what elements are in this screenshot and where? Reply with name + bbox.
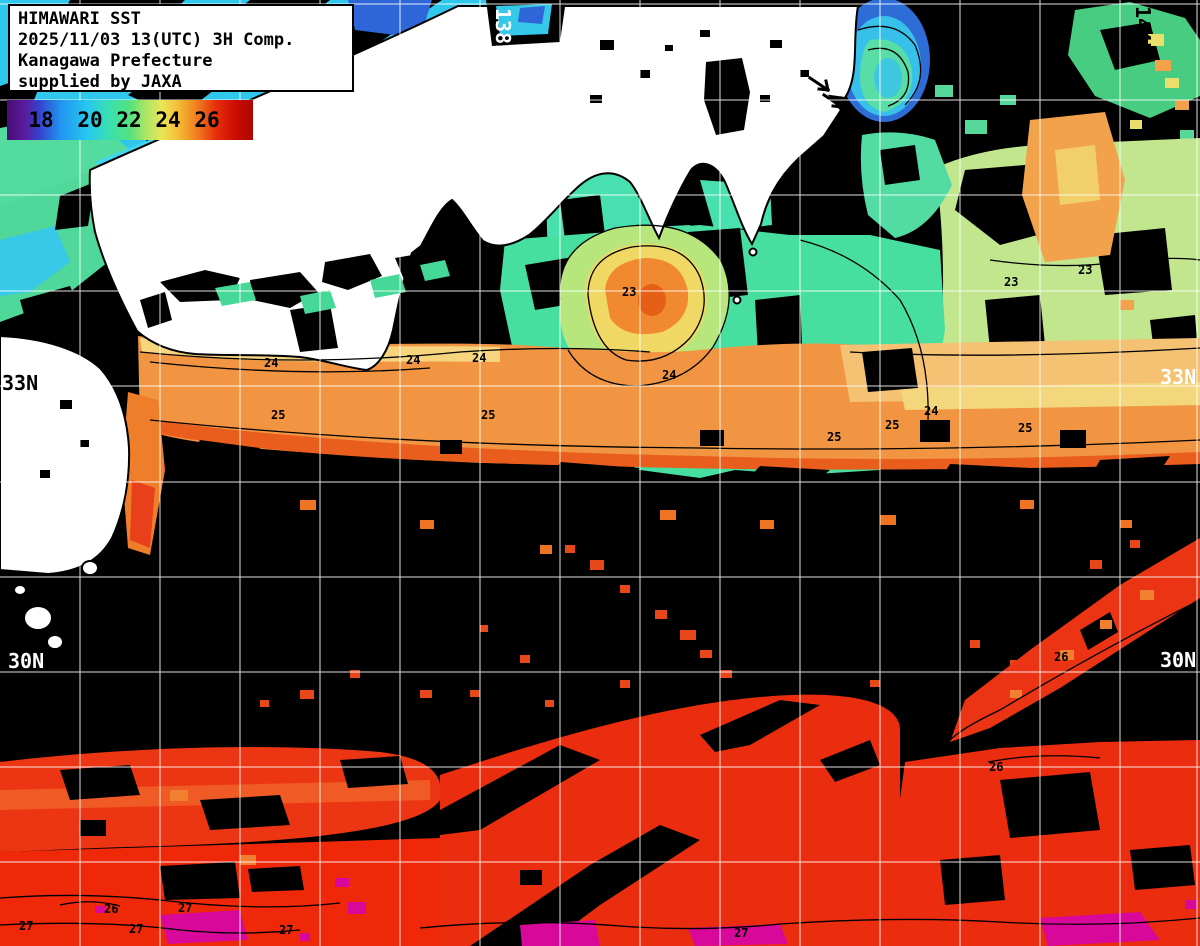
svg-text:27: 27: [178, 901, 192, 915]
svg-text:27: 27: [279, 923, 293, 937]
cold-eddy: [838, 0, 930, 122]
svg-text:27: 27: [19, 919, 33, 933]
svg-text:23: 23: [1078, 263, 1092, 277]
svg-text:27: 27: [734, 926, 748, 940]
svg-text:25: 25: [271, 408, 285, 422]
lat-label-33n-left: 33N: [2, 371, 38, 395]
lon-label-144e: 144E: [1131, 6, 1155, 54]
svg-text:27: 27: [129, 922, 143, 936]
land-kyushu: [0, 334, 131, 576]
lon-label-138e: 138E: [491, 8, 515, 56]
lat-label-30n-left: 30N: [8, 649, 44, 673]
island: [46, 634, 64, 650]
lat-label-33n-right: 33N: [1160, 365, 1196, 389]
title-datetime: 2025/11/03 13(UTC) 3H Comp.: [18, 30, 295, 50]
title-region: Kanagawa Prefecture: [18, 51, 213, 71]
label-layer: 138E 144E 33N 33N 30N 30N 23 23 23 24 24…: [2, 6, 1196, 940]
svg-text:24: 24: [406, 353, 420, 367]
svg-text:24: 24: [924, 404, 938, 418]
colorbar-tick-20: 20: [77, 108, 103, 132]
lat-label-30n-right: 30N: [1160, 648, 1196, 672]
izu-island: [748, 247, 758, 257]
title-credit: supplied by JAXA: [18, 72, 182, 92]
island: [13, 584, 27, 596]
inland-overlays: [40, 0, 845, 478]
svg-text:24: 24: [472, 351, 486, 365]
svg-text:26: 26: [1054, 650, 1068, 664]
svg-text:25: 25: [481, 408, 495, 422]
svg-text:25: 25: [885, 418, 899, 432]
svg-text:23: 23: [622, 285, 636, 299]
izu-island: [732, 295, 742, 305]
magenta-hot-patches: [95, 878, 1197, 946]
title-box: HIMAWARI SST 2025/11/03 13(UTC) 3H Comp.…: [8, 4, 354, 92]
colorbar-tick-26: 26: [194, 108, 220, 132]
island: [81, 560, 99, 576]
sst-colorbar: 18 20 22 24 26: [7, 100, 253, 140]
svg-text:24: 24: [264, 356, 278, 370]
contour-value-labels: 23 23 23 24 24 24 24 24 25 25 25 25 25 2…: [19, 263, 1092, 940]
colorbar-tick-24: 24: [155, 108, 181, 132]
svg-text:26: 26: [104, 902, 118, 916]
svg-text:25: 25: [827, 430, 841, 444]
svg-text:23: 23: [1004, 275, 1018, 289]
island: [23, 605, 53, 631]
svg-text:25: 25: [1018, 421, 1032, 435]
current-arrows: [807, 75, 845, 110]
colorbar-tick-18: 18: [28, 108, 54, 132]
svg-text:24: 24: [662, 368, 676, 382]
svg-text:26: 26: [989, 760, 1003, 774]
colorbar-tick-22: 22: [116, 108, 142, 132]
title-product: HIMAWARI SST: [18, 9, 141, 29]
